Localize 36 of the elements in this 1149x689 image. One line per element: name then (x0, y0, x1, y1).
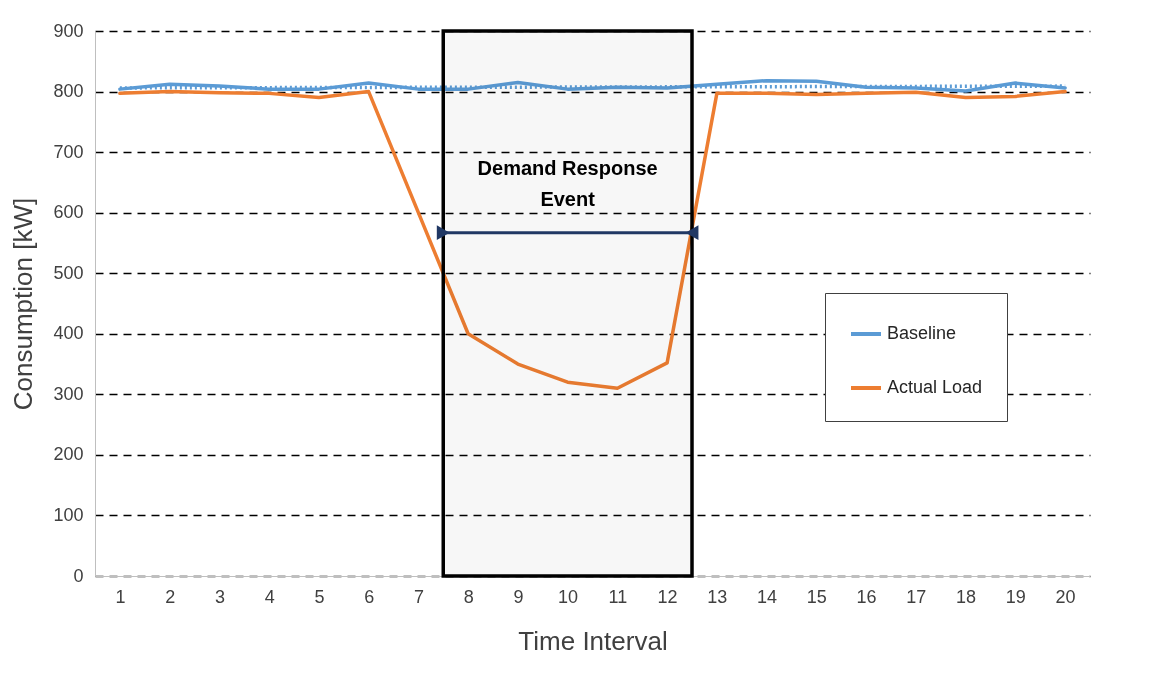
y-tick-label: 300 (53, 383, 84, 404)
y-tick-label: 200 (53, 444, 84, 465)
x-tick-label: 15 (806, 586, 827, 607)
x-tick-label: 13 (707, 586, 728, 607)
x-tick-label: 9 (513, 586, 524, 607)
x-tick-label: 8 (463, 586, 474, 607)
y-tick-label: 900 (53, 20, 84, 41)
x-tick-label: 7 (413, 586, 424, 607)
x-tick-label: 5 (314, 586, 325, 607)
x-tick-label: 16 (856, 586, 877, 607)
y-tick-label: 400 (53, 323, 84, 344)
legend-label: Baseline (887, 323, 957, 343)
x-tick-label: 2 (165, 586, 176, 607)
y-tick-label: 500 (53, 262, 84, 283)
x-tick-label: 10 (558, 586, 579, 607)
x-tick-label: 20 (1055, 586, 1076, 607)
x-tick-label: 6 (364, 586, 375, 607)
y-tick-label: 800 (53, 81, 84, 102)
x-tick-label: 14 (757, 586, 778, 607)
x-tick-label: 1 (115, 586, 126, 607)
band-label: Demand Response Event (477, 157, 658, 211)
x-tick-label: 3 (214, 586, 225, 607)
x-tick-label: 18 (956, 586, 977, 607)
x-axis-title: Time Interval (518, 625, 668, 656)
y-axis-title: Consumption [kW] (8, 197, 39, 411)
y-tick-label: 0 (73, 565, 84, 586)
legend-label: Actual Load (887, 377, 983, 397)
x-tick-label: 17 (906, 586, 927, 607)
x-tick-label: 12 (657, 586, 678, 607)
y-tick-label: 700 (53, 141, 84, 162)
y-tick-label: 600 (53, 202, 84, 223)
x-tick-label: 19 (1005, 586, 1026, 607)
x-tick-label: 11 (608, 586, 628, 607)
line-series (118, 89, 1067, 391)
y-tick-label: 100 (53, 504, 84, 525)
x-tick-label: 4 (264, 586, 275, 607)
